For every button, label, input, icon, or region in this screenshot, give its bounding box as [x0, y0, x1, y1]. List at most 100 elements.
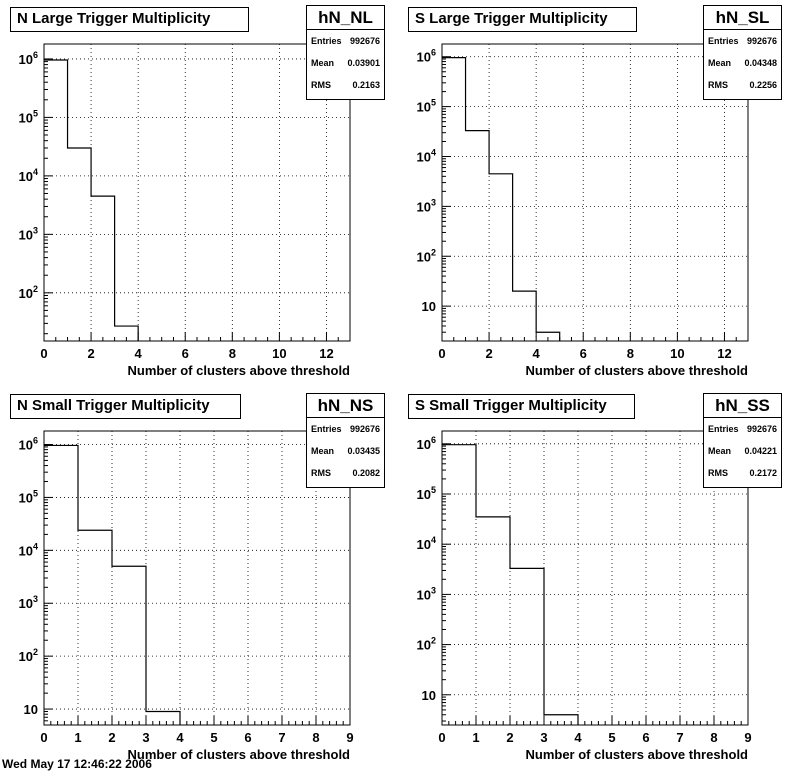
- stats-box: hN_NS Entries 992676 Mean 0.03435 RMS 0.2082: [306, 393, 385, 488]
- y-tick-label: 106: [19, 436, 38, 453]
- stats-entries-label: Entries: [708, 424, 739, 434]
- histogram-panel-3: 0 1 2 3 4 5 6 7 8 9 10 102 103 104 105 106 Number of clu…: [19, 430, 354, 762]
- stats-entries-value: 992676: [349, 424, 380, 434]
- histogram-line: [44, 59, 139, 341]
- stats-box: hN_SL Entries 992676 Mean 0.04348 RMS 0.2256: [703, 5, 782, 100]
- stats-entries-label: Entries: [311, 424, 342, 434]
- stats-box: hN_NL Entries 992676 Mean 0.03901 RMS 0.2163: [306, 5, 385, 100]
- stats-entries-label: Entries: [311, 36, 342, 46]
- histogram-title: S Small Trigger Multiplicity: [408, 394, 635, 419]
- x-tick-label: 4: [574, 730, 582, 745]
- histogram-bin: [510, 568, 544, 725]
- y-tick-label: 103: [417, 197, 436, 214]
- stats-mean-label: Mean: [311, 446, 335, 456]
- y-tick-label: 104: [19, 167, 38, 184]
- x-tick-label: 2: [87, 346, 94, 361]
- x-tick-label: 6: [642, 730, 649, 745]
- stats-box: hN_SS Entries 992676 Mean 0.04221 RMS 0.2172: [703, 393, 782, 488]
- x-axis-label: Number of clusters above threshold: [526, 747, 749, 762]
- histogram-bin: [91, 196, 115, 341]
- x-tick-label: 1: [74, 730, 81, 745]
- stats-rms-value: 0.2256: [749, 80, 777, 90]
- histogram-title: N Large Trigger Multiplicity: [10, 7, 249, 32]
- x-tick-label: 0: [438, 346, 445, 361]
- x-tick-label: 8: [710, 730, 717, 745]
- histogram-panel-1: 0 2 4 6 8 10 12 102 103 104 105 106 Number of cluste…: [19, 43, 351, 378]
- histogram-bin: [112, 566, 146, 725]
- y-tick-label: 103: [19, 594, 38, 611]
- y-tick-label: 106: [417, 48, 436, 65]
- x-tick-label: 6: [580, 346, 587, 361]
- x-tick-label: 6: [182, 346, 189, 361]
- y-tick-label: 103: [417, 585, 436, 602]
- stats-entries-value: 992676: [746, 36, 777, 46]
- stats-rms-value: 0.2172: [749, 468, 777, 478]
- y-tick-label: 10: [24, 702, 38, 717]
- histogram-bin: [442, 58, 466, 341]
- stats-rms-row: RMS 0.2256: [704, 74, 781, 96]
- x-tick-label: 2: [506, 730, 513, 745]
- y-tick-label: 106: [19, 50, 38, 67]
- y-tick-label: 102: [417, 636, 436, 653]
- x-tick-label: 8: [312, 730, 319, 745]
- x-tick-label: 0: [40, 730, 47, 745]
- stats-entries-value: 992676: [746, 424, 777, 434]
- stats-mean-row: Mean 0.03901: [307, 52, 384, 74]
- x-tick-label: 4: [533, 346, 541, 361]
- stats-rms-label: RMS: [708, 80, 728, 90]
- stats-rms-row: RMS 0.2163: [307, 74, 384, 96]
- stats-rms-row: RMS 0.2082: [307, 462, 384, 484]
- x-tick-label: 7: [676, 730, 683, 745]
- histogram-panel-2: 0 2 4 6 8 10 12 10 102 103 104 105 106 Number of clus…: [417, 43, 749, 378]
- y-tick-label: 102: [19, 647, 38, 664]
- histogram-bin: [476, 517, 510, 725]
- y-tick-label: 10: [422, 299, 436, 314]
- stats-mean-row: Mean 0.04221: [704, 440, 781, 462]
- x-tick-label: 0: [40, 346, 47, 361]
- stats-mean-value: 0.03435: [347, 446, 380, 456]
- histogram-line: [442, 57, 561, 341]
- stats-mean-row: Mean 0.03435: [307, 440, 384, 462]
- stats-entries-row: Entries 992676: [307, 418, 384, 440]
- stats-rms-label: RMS: [311, 80, 331, 90]
- plot-frame: [441, 430, 749, 726]
- x-tick-label: 4: [176, 730, 184, 745]
- y-tick-label: 10: [422, 688, 436, 703]
- x-axis-label: Number of clusters above threshold: [128, 363, 351, 378]
- stats-entries-value: 992676: [349, 36, 380, 46]
- x-tick-label: 10: [670, 346, 684, 361]
- x-tick-label: 9: [744, 730, 751, 745]
- stats-entries-row: Entries 992676: [704, 30, 781, 52]
- x-tick-label: 8: [229, 346, 236, 361]
- stats-mean-row: Mean 0.04348: [704, 52, 781, 74]
- x-tick-label: 1: [472, 730, 479, 745]
- stats-mean-label: Mean: [708, 58, 732, 68]
- histogram-bin: [442, 445, 476, 725]
- histogram-bin: [489, 174, 513, 341]
- histogram-line: [442, 444, 579, 725]
- stats-entries-label: Entries: [708, 36, 739, 46]
- histogram-name: hN_SL: [704, 6, 781, 30]
- x-tick-label: 9: [346, 730, 353, 745]
- y-tick-label: 105: [417, 485, 436, 502]
- x-tick-label: 2: [485, 346, 492, 361]
- y-tick-label: 102: [417, 247, 436, 264]
- y-tick-label: 102: [19, 284, 38, 301]
- stats-mean-value: 0.04348: [744, 58, 777, 68]
- x-tick-label: 12: [717, 346, 731, 361]
- stats-mean-value: 0.04221: [744, 446, 777, 456]
- x-tick-label: 12: [319, 346, 333, 361]
- x-axis-label: Number of clusters above threshold: [526, 363, 749, 378]
- histogram-name: hN_SS: [704, 394, 781, 418]
- stats-mean-value: 0.03901: [347, 58, 380, 68]
- x-tick-label: 3: [142, 730, 149, 745]
- histogram-bin: [78, 530, 112, 725]
- histogram-name: hN_NL: [307, 6, 384, 30]
- x-tick-label: 8: [627, 346, 634, 361]
- x-tick-label: 0: [438, 730, 445, 745]
- x-tick-label: 10: [272, 346, 286, 361]
- histogram-bin: [44, 445, 78, 725]
- plot-frame: [43, 430, 351, 726]
- x-tick-label: 2: [108, 730, 115, 745]
